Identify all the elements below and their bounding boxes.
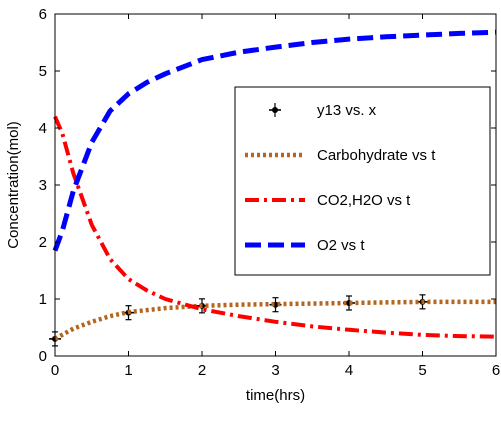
legend-swatch: [272, 107, 278, 113]
y-axis-label: Concentration(mol): [5, 121, 22, 249]
y-tick-label: 0: [39, 348, 47, 365]
x-tick-label: 1: [124, 362, 132, 379]
legend-label: O2 vs t: [317, 237, 365, 254]
series-line: [53, 299, 496, 341]
series-line: [52, 29, 497, 252]
legend-label: CO2,H2O vs t: [317, 192, 411, 209]
y-tick-label: 4: [39, 120, 47, 137]
y-tick-label: 3: [39, 177, 47, 194]
y-tick-label: 6: [39, 6, 47, 23]
legend: y13 vs. x Carbohydrate vs t CO2,H2O vs t O2…: [234, 86, 491, 276]
x-tick-label: 4: [345, 362, 353, 379]
x-tick-label: 5: [418, 362, 426, 379]
legend-label: Carbohydrate vs t: [317, 147, 436, 164]
x-tick-label: 0: [51, 362, 59, 379]
x-tick-label: 3: [271, 362, 279, 379]
y-tick-label: 2: [39, 234, 47, 251]
y-tick-label: 5: [39, 63, 47, 80]
x-tick-label: 6: [492, 362, 500, 379]
x-axis-label: time(hrs): [246, 387, 305, 404]
x-tick-label: 2: [198, 362, 206, 379]
y-tick-label: 1: [39, 291, 47, 308]
legend-label: y13 vs. x: [317, 102, 377, 119]
